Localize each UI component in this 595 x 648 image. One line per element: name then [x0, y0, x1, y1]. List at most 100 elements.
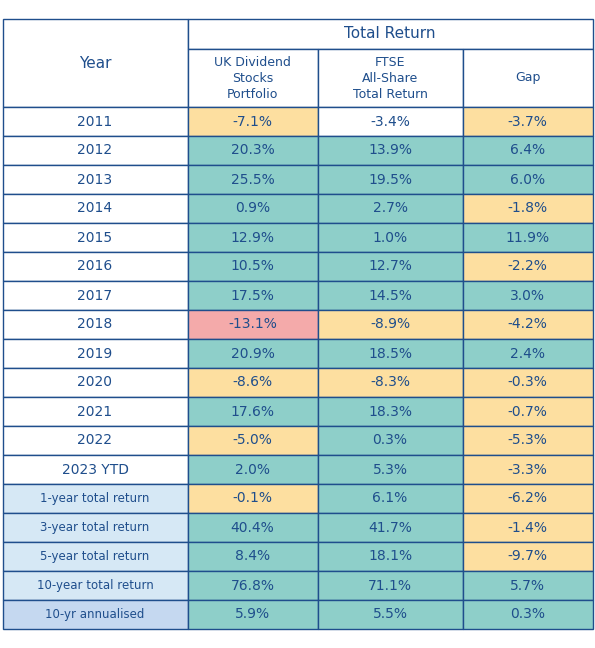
Text: 2021: 2021: [77, 404, 112, 419]
Bar: [462, 600, 593, 629]
Text: -7.1%: -7.1%: [233, 115, 273, 128]
Bar: [2, 310, 187, 339]
Text: 17.6%: 17.6%: [230, 404, 274, 419]
Text: -1.4%: -1.4%: [508, 520, 547, 535]
Bar: [318, 368, 462, 397]
Bar: [318, 339, 462, 368]
Bar: [462, 49, 593, 107]
Text: -13.1%: -13.1%: [228, 318, 277, 332]
Text: 8.4%: 8.4%: [235, 550, 270, 564]
Text: 2012: 2012: [77, 143, 112, 157]
Text: 5-year total return: 5-year total return: [40, 550, 149, 563]
Bar: [318, 426, 462, 455]
Bar: [462, 455, 593, 484]
Text: 11.9%: 11.9%: [505, 231, 550, 244]
Text: 1.0%: 1.0%: [372, 231, 408, 244]
Text: -0.7%: -0.7%: [508, 404, 547, 419]
Bar: [187, 310, 318, 339]
Bar: [2, 484, 187, 513]
Text: 2014: 2014: [77, 202, 112, 216]
Text: 71.1%: 71.1%: [368, 579, 412, 592]
Text: 13.9%: 13.9%: [368, 143, 412, 157]
Bar: [187, 426, 318, 455]
Bar: [462, 484, 593, 513]
Bar: [462, 339, 593, 368]
Bar: [462, 368, 593, 397]
Text: 18.1%: 18.1%: [368, 550, 412, 564]
Text: 2019: 2019: [77, 347, 112, 360]
Bar: [462, 281, 593, 310]
Text: 2020: 2020: [77, 375, 112, 389]
Bar: [2, 426, 187, 455]
Text: 5.5%: 5.5%: [372, 608, 408, 621]
Bar: [187, 571, 318, 600]
Text: -3.4%: -3.4%: [370, 115, 410, 128]
Text: 18.3%: 18.3%: [368, 404, 412, 419]
Text: -8.6%: -8.6%: [233, 375, 273, 389]
Text: 2013: 2013: [77, 172, 112, 187]
Bar: [462, 513, 593, 542]
Text: 41.7%: 41.7%: [368, 520, 412, 535]
Bar: [187, 19, 593, 49]
Text: 40.4%: 40.4%: [231, 520, 274, 535]
Text: -6.2%: -6.2%: [508, 491, 547, 505]
Text: 12.7%: 12.7%: [368, 259, 412, 273]
Bar: [2, 542, 187, 571]
Text: 3-year total return: 3-year total return: [40, 521, 149, 534]
Text: Gap: Gap: [515, 71, 540, 84]
Bar: [318, 194, 462, 223]
Text: 2.0%: 2.0%: [235, 463, 270, 476]
Bar: [2, 107, 187, 136]
Text: 2.4%: 2.4%: [510, 347, 545, 360]
Text: 2015: 2015: [77, 231, 112, 244]
Text: -2.2%: -2.2%: [508, 259, 547, 273]
Bar: [2, 397, 187, 426]
Bar: [187, 223, 318, 252]
Bar: [318, 397, 462, 426]
Text: 5.7%: 5.7%: [510, 579, 545, 592]
Text: 14.5%: 14.5%: [368, 288, 412, 303]
Bar: [2, 223, 187, 252]
Text: -1.8%: -1.8%: [508, 202, 547, 216]
Text: UK Dividend
Stocks
Portfolio: UK Dividend Stocks Portfolio: [214, 56, 291, 100]
Bar: [187, 513, 318, 542]
Bar: [2, 339, 187, 368]
Bar: [187, 484, 318, 513]
Bar: [2, 252, 187, 281]
Bar: [187, 339, 318, 368]
Text: -8.9%: -8.9%: [370, 318, 410, 332]
Bar: [318, 49, 462, 107]
Text: -0.3%: -0.3%: [508, 375, 547, 389]
Bar: [2, 165, 187, 194]
Bar: [2, 19, 187, 107]
Text: 6.1%: 6.1%: [372, 491, 408, 505]
Bar: [2, 513, 187, 542]
Text: 20.3%: 20.3%: [231, 143, 274, 157]
Text: 0.9%: 0.9%: [235, 202, 270, 216]
Text: 20.9%: 20.9%: [231, 347, 274, 360]
Bar: [2, 455, 187, 484]
Text: 18.5%: 18.5%: [368, 347, 412, 360]
Text: -0.1%: -0.1%: [233, 491, 273, 505]
Text: 76.8%: 76.8%: [230, 579, 274, 592]
Text: 5.9%: 5.9%: [235, 608, 270, 621]
Bar: [2, 368, 187, 397]
Bar: [2, 600, 187, 629]
Bar: [318, 455, 462, 484]
Text: 10-yr annualised: 10-yr annualised: [45, 608, 145, 621]
Bar: [2, 281, 187, 310]
Bar: [187, 542, 318, 571]
Bar: [318, 136, 462, 165]
Bar: [187, 455, 318, 484]
Text: 2017: 2017: [77, 288, 112, 303]
Text: 5.3%: 5.3%: [372, 463, 408, 476]
Bar: [462, 542, 593, 571]
Bar: [462, 107, 593, 136]
Text: 17.5%: 17.5%: [231, 288, 274, 303]
Text: -8.3%: -8.3%: [370, 375, 410, 389]
Bar: [462, 310, 593, 339]
Bar: [462, 397, 593, 426]
Bar: [187, 600, 318, 629]
Bar: [318, 252, 462, 281]
Text: 2.7%: 2.7%: [372, 202, 408, 216]
